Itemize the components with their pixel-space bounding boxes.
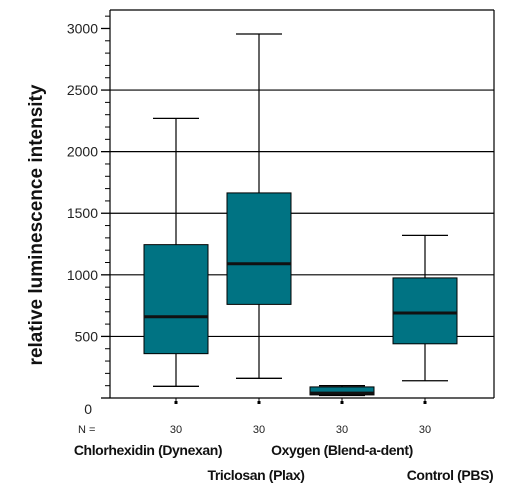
iqr-box xyxy=(143,244,209,355)
n-count-label: 30 xyxy=(170,424,182,436)
iqr-box xyxy=(392,277,458,345)
n-count-label: 30 xyxy=(336,424,348,436)
n-prefix-label: N = xyxy=(78,424,95,436)
y-tick-label: 1500 xyxy=(67,205,98,221)
y-tick-label: 500 xyxy=(75,328,99,344)
box-group xyxy=(309,385,375,397)
category-label: Oxygen (Blend-a-dent) xyxy=(271,442,413,458)
iqr-box xyxy=(226,192,292,305)
category-label: Triclosan (Plax) xyxy=(207,467,304,483)
y-axis-ticks: 0 500 1000 1500 2000 2500 3000 xyxy=(67,15,110,417)
x-tick-dot xyxy=(174,401,178,404)
box-series xyxy=(143,33,458,397)
x-tick-dot xyxy=(423,401,427,404)
x-tick-dot xyxy=(257,401,261,404)
y-tick-label: 1000 xyxy=(67,267,98,283)
y-tick-label: 2500 xyxy=(67,82,98,98)
y-tick-label: 2000 xyxy=(67,144,98,160)
box-group xyxy=(143,117,209,387)
y-tick-label: 3000 xyxy=(67,20,98,36)
n-count-label: 30 xyxy=(419,424,431,436)
y-axis-label: relative luminescence intensity xyxy=(26,84,47,365)
box-group xyxy=(226,33,292,379)
category-label: Chlorhexidin (Dynexan) xyxy=(74,442,222,458)
category-label: Control (PBS) xyxy=(407,467,494,483)
box-group xyxy=(392,234,458,382)
y-tick-label: 0 xyxy=(84,401,92,417)
n-count-label: 30 xyxy=(253,424,265,436)
category-labels: 30 Chlorhexidin (Dynexan) 30 Triclosan (Pla… xyxy=(74,398,494,483)
iqr-box xyxy=(309,386,375,396)
x-tick-dot xyxy=(340,401,344,404)
